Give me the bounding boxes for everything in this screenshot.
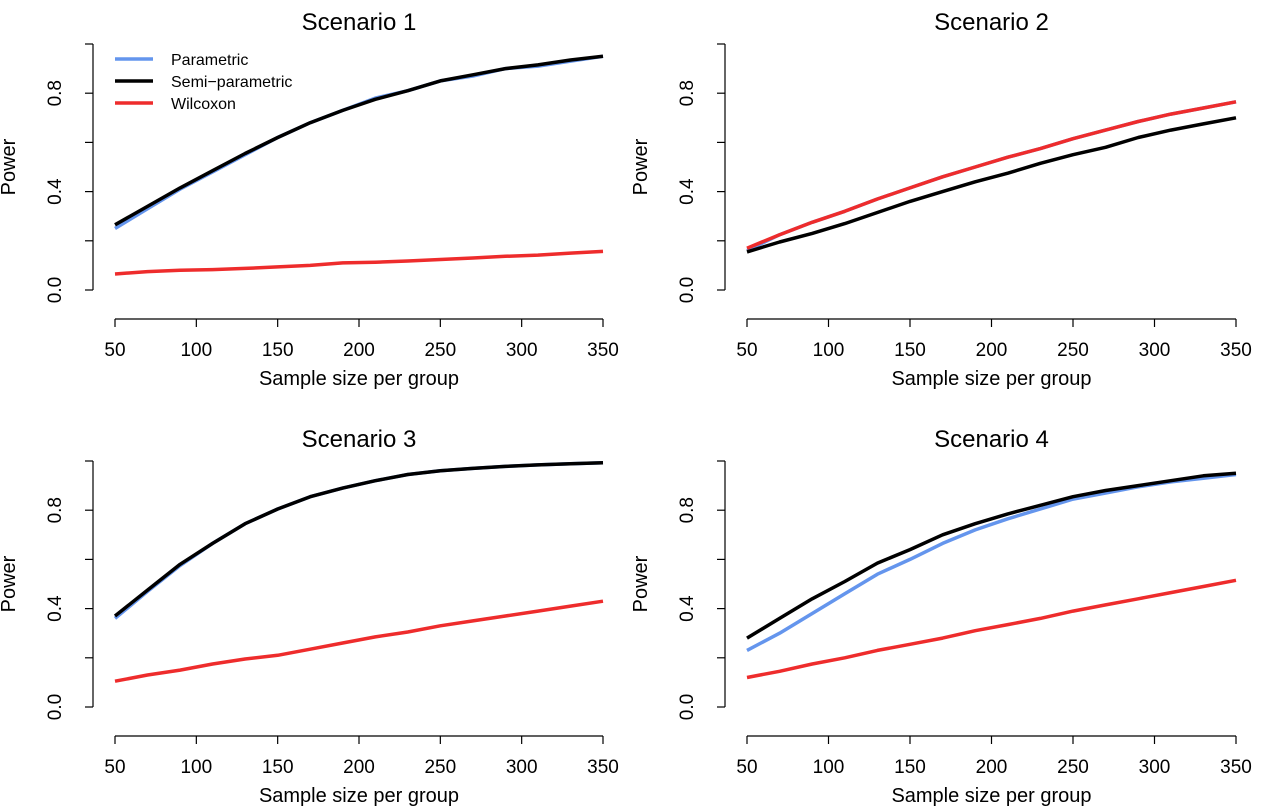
y-axis-label: Power — [0, 138, 20, 195]
x-tick-label: 50 — [104, 340, 125, 361]
x-tick-label: 100 — [813, 340, 845, 361]
x-tick-label: 250 — [1057, 340, 1089, 361]
x-axis-label: Sample size per group — [891, 368, 1091, 390]
x-tick-label: 300 — [1139, 340, 1171, 361]
x-tick-label: 350 — [1220, 340, 1252, 361]
x-tick-label: 150 — [894, 757, 926, 778]
chart-panel-1: Scenario 1 50 100 150 200 250 300 350 Sample siz… — [0, 9, 619, 390]
chart-panel-2: Scenario 2 50 100 150 200 250 300 350 Sample siz… — [630, 9, 1252, 390]
x-tick-label: 150 — [894, 340, 926, 361]
series-line-wilcoxon — [746, 100, 1237, 250]
legend-label: Wilcoxon — [171, 96, 236, 113]
y-tick-label: 0.4 — [677, 178, 698, 205]
y-axis-label: Power — [0, 555, 20, 612]
y-axis-label: Power — [630, 555, 652, 612]
chart-panel-3: Scenario 3 50 100 150 200 250 300 350 Sample siz… — [0, 426, 619, 807]
x-tick-label: 200 — [343, 340, 375, 361]
series-line-semi-parametric — [113, 460, 604, 618]
series-line-wilcoxon — [746, 578, 1237, 680]
legend-label: Semi−parametric — [171, 74, 292, 91]
series-line-wilcoxon — [114, 249, 604, 276]
y-tick-label: 0.0 — [45, 277, 66, 303]
y-tick-label: 0.4 — [677, 595, 698, 622]
x-tick-label: 300 — [506, 757, 538, 778]
x-tick-label: 200 — [976, 340, 1008, 361]
x-tick-label: 50 — [736, 340, 757, 361]
x-tick-label: 250 — [1057, 757, 1089, 778]
chart-panel-4: Scenario 4 50 100 150 200 250 300 350 Sample siz… — [630, 426, 1252, 807]
x-axis-label: Sample size per group — [259, 785, 459, 807]
x-tick-label: 300 — [506, 340, 538, 361]
x-tick-label: 350 — [587, 757, 619, 778]
y-axis-label: Power — [630, 138, 652, 195]
legend-label: Parametric — [171, 52, 248, 69]
y-tick-label: 0.0 — [677, 277, 698, 303]
legend: Parametric Semi−parametric Wilcoxon — [115, 52, 292, 113]
y-tick-label: 0.4 — [45, 595, 66, 622]
x-tick-label: 50 — [104, 757, 125, 778]
y-tick-label: 0.8 — [677, 80, 698, 106]
series-line-parametric — [746, 472, 1237, 652]
y-tick-label: 0.4 — [45, 178, 66, 205]
chart-title: Scenario 4 — [934, 426, 1049, 453]
y-tick-label: 0.8 — [45, 497, 66, 523]
x-tick-label: 150 — [262, 757, 294, 778]
y-tick-label: 0.8 — [677, 497, 698, 523]
y-tick-label: 0.8 — [45, 80, 66, 106]
x-tick-label: 100 — [180, 340, 212, 361]
x-tick-label: 150 — [262, 340, 294, 361]
y-tick-label: 0.0 — [677, 694, 698, 720]
chart-title: Scenario 3 — [302, 426, 417, 453]
x-tick-label: 250 — [424, 340, 456, 361]
x-tick-label: 300 — [1139, 757, 1171, 778]
x-tick-label: 100 — [180, 757, 212, 778]
x-tick-label: 50 — [736, 757, 757, 778]
series-line-semi-parametric — [114, 54, 604, 227]
series-line-semi-parametric — [746, 116, 1237, 254]
x-axis-label: Sample size per group — [891, 785, 1091, 807]
chart-title: Scenario 1 — [302, 9, 417, 36]
y-tick-label: 0.0 — [45, 694, 66, 720]
x-tick-label: 350 — [1220, 757, 1252, 778]
x-tick-label: 200 — [343, 757, 375, 778]
series-line-wilcoxon — [114, 599, 604, 683]
x-tick-label: 200 — [976, 757, 1008, 778]
series-line-semi-parametric — [746, 471, 1237, 640]
x-tick-label: 350 — [587, 340, 619, 361]
chart-title: Scenario 2 — [934, 9, 1049, 36]
x-tick-label: 100 — [813, 757, 845, 778]
x-tick-label: 250 — [424, 757, 456, 778]
x-axis-label: Sample size per group — [259, 368, 459, 390]
